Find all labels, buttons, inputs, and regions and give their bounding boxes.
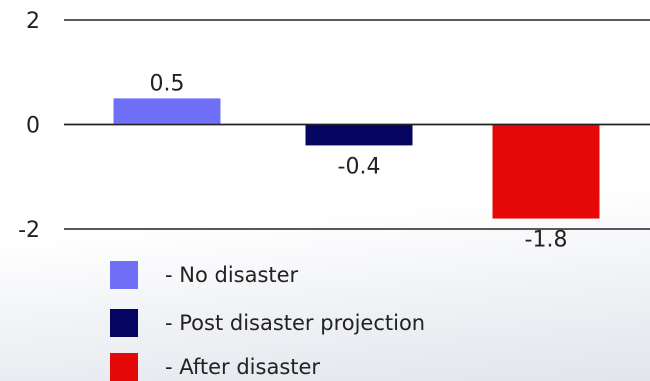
data-label: 0.5 [150, 71, 185, 96]
data-label: -1.8 [525, 228, 568, 253]
y-tick-label: -2 [18, 218, 40, 243]
bars [113, 98, 600, 219]
legend-label: - Post disaster projection [165, 311, 425, 335]
bar [113, 98, 221, 125]
data-labels: 0.5 -0.4 -1.8 [64, 71, 650, 253]
bar [305, 124, 413, 146]
legend-swatch [110, 353, 138, 381]
y-tick-label: 0 [26, 114, 40, 139]
data-label: -0.4 [338, 154, 381, 179]
y-tick-label: 2 [26, 9, 40, 34]
legend-swatch [110, 261, 138, 289]
bar [492, 124, 600, 219]
y-axis-tick-labels: 2 0 -2 [18, 9, 40, 243]
legend-label: - After disaster [165, 355, 320, 379]
legend-swatch [110, 309, 138, 337]
legend-label: - No disaster [165, 263, 299, 287]
legend: - No disaster - Post disaster projection -… [110, 261, 425, 381]
